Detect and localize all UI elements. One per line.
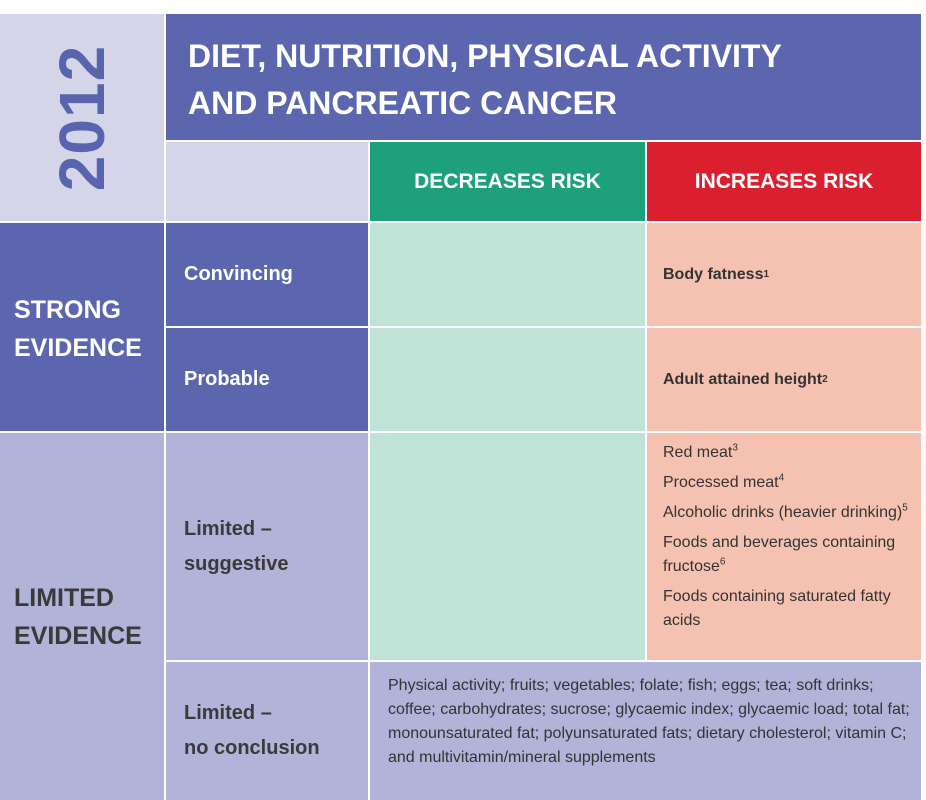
list-item: Alcoholic drinks (heavier drinking)5 [663, 502, 908, 521]
decreases-suggestive-cell [370, 433, 645, 660]
list-item: Foods containing saturated fatty acids [663, 588, 891, 629]
list-item: Red meat3 [663, 442, 738, 461]
decreases-convincing-cell [370, 223, 645, 326]
no-conclusion-text: Physical activity; fruits; vegetables; f… [370, 662, 921, 800]
year-text: 2012 [46, 44, 118, 191]
strong-evidence-line-2: EVIDENCE [14, 334, 142, 362]
limited-no-conclusion-label: Limited – no conclusion [166, 662, 368, 800]
strong-evidence-label: STRONG EVIDENCE [0, 223, 164, 431]
probable-label: Probable [166, 328, 368, 431]
limited-evidence-label: LIMITED EVIDENCE [0, 433, 164, 800]
year-label: 2012 [0, 14, 164, 221]
title-line-1: DIET, NUTRITION, PHYSICAL ACTIVITY [188, 38, 782, 74]
decreases-risk-header: DECREASES RISK [370, 142, 645, 221]
limited-suggestive-line-1: Limited – [184, 517, 272, 540]
adult-height-text: Adult attained height [663, 370, 823, 388]
header-blank-cell [166, 142, 368, 221]
strong-evidence-line-1: STRONG [14, 296, 121, 324]
limited-suggestive-line-2: suggestive [184, 552, 289, 575]
decreases-probable-cell [370, 328, 645, 431]
title-line-2: AND PANCREATIC CANCER [188, 85, 618, 121]
limited-evidence-line-2: EVIDENCE [14, 622, 142, 650]
list-item: Foods and beverages containing fructose6 [663, 534, 896, 575]
increases-convincing-cell: Body fatness 1 [647, 223, 921, 326]
limited-no-conclusion-line-1: Limited – [184, 702, 272, 724]
limited-no-conclusion-line-2: no conclusion [184, 737, 320, 759]
limited-suggestive-label: Limited – suggestive [166, 433, 368, 660]
limited-evidence-line-1: LIMITED [14, 584, 114, 612]
convincing-label: Convincing [166, 223, 368, 326]
increases-probable-cell: Adult attained height 2 [647, 328, 921, 431]
increases-suggestive-cell: Red meat3 Processed meat4 Alcoholic drin… [647, 433, 921, 660]
list-item: Processed meat4 [663, 472, 785, 491]
page-title: DIET, NUTRITION, PHYSICAL ACTIVITY AND P… [166, 14, 921, 140]
increases-risk-header: INCREASES RISK [647, 142, 921, 221]
year-cell [0, 14, 164, 221]
body-fatness-text: Body fatness [663, 265, 764, 283]
